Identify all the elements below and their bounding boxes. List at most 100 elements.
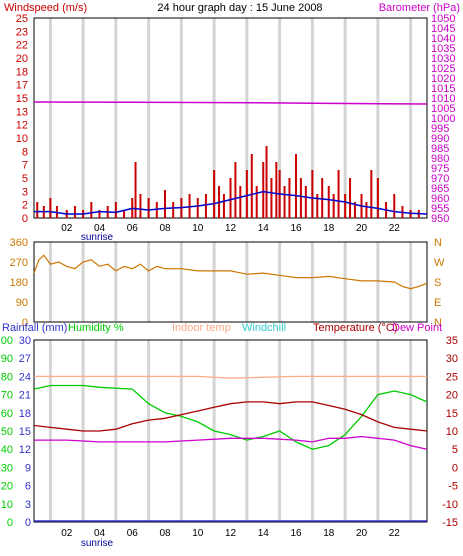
time-tick-label: 14 (258, 528, 270, 539)
wind-direction-line (33, 254, 428, 290)
humidity-line (33, 384, 428, 450)
rainfall-tick-label: 0 (25, 517, 31, 529)
humidity-tick-label: 90 (1, 353, 13, 365)
barometer-tick-label: 1050 (431, 13, 455, 25)
temperature-tick-label: 20 (446, 390, 458, 402)
humidity-legend: Humidity % (68, 322, 124, 334)
temperature-tick-label: -10 (442, 499, 458, 511)
barometer-tick-label: 1010 (431, 93, 455, 105)
rainfall-tick-label: 18 (19, 408, 31, 420)
rainfall-tick-label: 27 (19, 353, 31, 365)
barometer-tick-label: 965 (431, 183, 449, 195)
barometer-tick-label: 1045 (431, 23, 455, 35)
windspeed-tick-label: 20 (16, 53, 28, 65)
compass-tick-label: W (434, 257, 445, 269)
direction-tick-label: 0 (22, 317, 28, 329)
temperature-legend: Temperature (°C) (313, 322, 397, 334)
windspeed-tick-label: 25 (16, 13, 28, 25)
rainfall-tick-label: 12 (19, 444, 31, 456)
temperature-tick-label: 0 (452, 462, 458, 474)
windspeed-tick-label: 2 (22, 200, 28, 212)
direction-tick-label: 90 (16, 297, 28, 309)
barometer-tick-label: 1030 (431, 53, 455, 65)
rainfall-tick-label: 24 (19, 371, 31, 383)
temperature-tick-label: 10 (446, 426, 458, 438)
humidity-tick-label: 70 (1, 390, 13, 402)
humidity-tick-label: 40 (1, 444, 13, 456)
barometer-tick-label: 960 (431, 193, 449, 205)
rainfall-legend: Rainfall (mm) (2, 322, 67, 334)
humidity-tick-label: 20 (1, 481, 13, 493)
dewpoint-legend: Dew Point (392, 322, 442, 334)
humidity-tick-label: 0 (7, 517, 13, 529)
time-tick-label: 02 (61, 223, 73, 234)
humidity-tick-label: 50 (1, 426, 13, 438)
temperature-tick-label: 5 (452, 444, 458, 456)
temperature-tick-label: 30 (446, 353, 458, 365)
windspeed-tick-label: 13 (16, 106, 28, 118)
windspeed-tick-label: 15 (16, 93, 28, 105)
temperature-tick-label: -15 (442, 517, 458, 529)
compass-tick-label: N (434, 237, 442, 249)
rainfall-tick-label: 9 (25, 462, 31, 474)
time-tick-label: 08 (159, 528, 171, 539)
time-tick-label: 20 (356, 528, 368, 539)
barometer-tick-label: 970 (431, 173, 449, 185)
humidity-tick-label: 80 (1, 371, 13, 383)
time-tick-label: 20 (356, 223, 368, 234)
direction-tick-label: 180 (10, 277, 28, 289)
barometer-tick-label: 990 (431, 133, 449, 145)
windspeed-tick-label: 10 (16, 133, 28, 145)
barometer-tick-label: 950 (431, 213, 449, 225)
time-tick-label: 16 (290, 223, 302, 234)
time-tick-label: 10 (192, 528, 204, 539)
time-tick-label: 04 (94, 528, 106, 539)
barometer-tick-label: 975 (431, 163, 449, 175)
temperature-line (33, 401, 428, 432)
time-tick-label: 14 (258, 223, 270, 234)
windspeed-tick-label: 5 (22, 173, 28, 185)
windspeed-tick-label: 12 (16, 120, 28, 132)
windspeed-tick-label: 18 (16, 66, 28, 78)
compass-tick-label: N (434, 317, 442, 329)
time-tick-label: 06 (127, 223, 139, 234)
direction-tick-label: 270 (10, 257, 28, 269)
windspeed-tick-label: 23 (16, 26, 28, 38)
time-tick-label: 12 (225, 528, 237, 539)
rainfall-tick-label: 30 (19, 335, 31, 347)
time-tick-label: 22 (389, 223, 401, 234)
temperature-tick-label: 35 (446, 335, 458, 347)
barometer-tick-label: 955 (431, 203, 449, 215)
windspeed-tick-label: 17 (16, 80, 28, 92)
temperature-tick-label: -5 (448, 481, 458, 493)
compass-tick-label: E (434, 297, 441, 309)
barometer-tick-label: 980 (431, 153, 449, 165)
rainfall-tick-label: 3 (25, 499, 31, 511)
time-tick-label: 22 (389, 528, 401, 539)
humidity-tick-label: 30 (1, 462, 13, 474)
barometer-tick-label: 1015 (431, 83, 455, 95)
time-tick-label: 10 (192, 223, 204, 234)
barometer-tick-label: 1005 (431, 103, 455, 115)
time-tick-label: 16 (290, 528, 302, 539)
windchill-legend: Windchill (242, 322, 286, 334)
time-tick-label: 08 (159, 223, 171, 234)
temperature-tick-label: 25 (446, 371, 458, 383)
barometer-tick-label: 1025 (431, 63, 455, 75)
wind-average-line (34, 190, 428, 215)
barometer-tick-label: 1035 (431, 43, 455, 55)
rainfall-tick-label: 6 (25, 481, 31, 493)
sunrise-label: sunrise (81, 538, 114, 549)
dewpoint-line (34, 435, 428, 450)
windspeed-tick-label: 8 (22, 146, 28, 158)
barometer-line (33, 101, 428, 105)
barometer-tick-label: 1020 (431, 73, 455, 85)
direction-tick-label: 360 (10, 237, 28, 249)
time-tick-label: 18 (323, 528, 335, 539)
indoor-temp-line (34, 375, 427, 379)
barometer-tick-label: 985 (431, 143, 449, 155)
chart-title: 24 hour graph day : 15 June 2008 (157, 2, 322, 14)
humidity-tick-label: 100 (0, 335, 13, 347)
direction-panel-frame (33, 241, 428, 323)
